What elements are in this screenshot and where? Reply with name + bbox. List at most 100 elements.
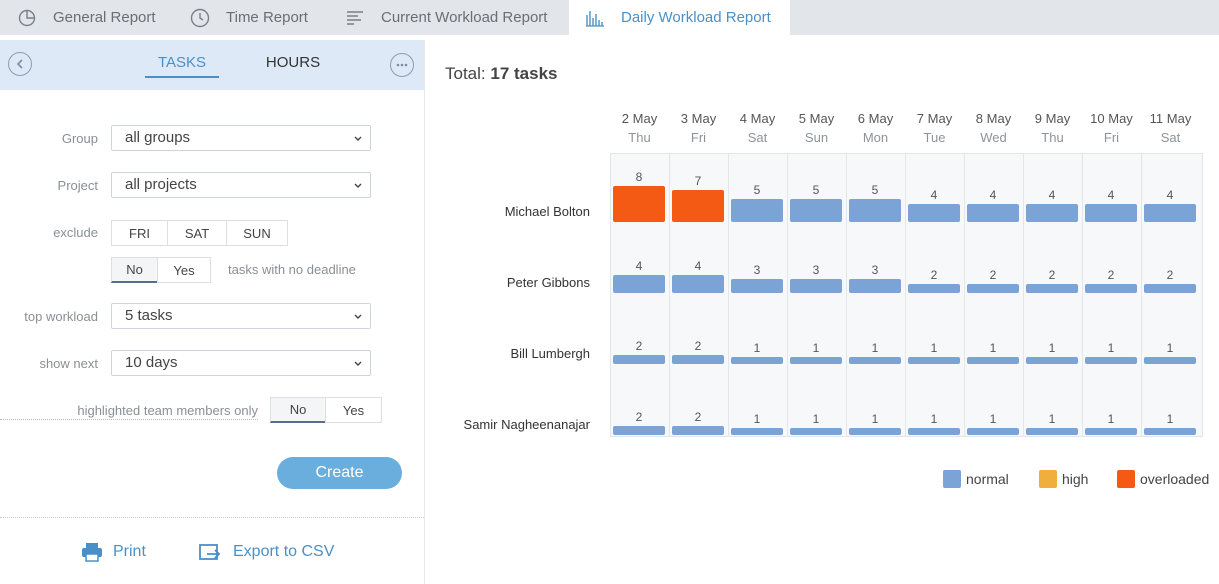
workload-bar[interactable] (790, 279, 842, 293)
workload-value: 1 (812, 412, 820, 426)
workload-bar[interactable] (731, 199, 783, 222)
legend-swatch (1039, 470, 1057, 488)
workload-bar[interactable] (1144, 284, 1196, 293)
workload-bar[interactable] (731, 279, 783, 293)
workload-bar[interactable] (1026, 204, 1078, 222)
tab-hours[interactable]: HOURS (265, 54, 321, 71)
ellipsis-icon (396, 63, 408, 67)
exclude-days-toggle: FRI SAT SUN (111, 220, 288, 246)
workload-value: 1 (930, 412, 938, 426)
workload-bar[interactable] (731, 428, 783, 435)
workload-bar[interactable] (1144, 357, 1196, 364)
workload-bar[interactable] (849, 357, 901, 364)
workload-bar[interactable] (1144, 428, 1196, 435)
workload-bar[interactable] (1085, 428, 1137, 435)
create-button[interactable]: Create (277, 457, 402, 489)
exclude-label: exclude (53, 225, 98, 240)
tab-general-report[interactable]: General Report (17, 0, 156, 35)
grid-column-line (1141, 153, 1142, 437)
highlighted-yes-button[interactable]: Yes (325, 397, 382, 423)
workload-bar[interactable] (790, 357, 842, 364)
clock-icon (190, 8, 210, 28)
exclude-sat-button[interactable]: SAT (167, 220, 227, 246)
grid-column-line (669, 153, 670, 437)
top-workload-select[interactable]: 5 tasks (111, 303, 371, 329)
workload-value: 1 (812, 341, 820, 355)
show-next-select[interactable]: 10 days (111, 350, 371, 376)
day-of-week: Sun (804, 130, 829, 145)
workload-bar[interactable] (849, 279, 901, 293)
workload-bar[interactable] (790, 428, 842, 435)
day-of-week: Fri (1103, 130, 1120, 145)
workload-bar[interactable] (613, 426, 665, 435)
deadline-yes-button[interactable]: Yes (157, 257, 211, 283)
workload-value: 4 (989, 188, 997, 202)
workload-bar[interactable] (672, 426, 724, 435)
tab-tasks[interactable]: TASKS (145, 54, 219, 78)
panel-divider (0, 517, 424, 518)
print-button[interactable]: Print (81, 542, 146, 562)
group-select-value: all groups (125, 129, 191, 146)
legend-label: overloaded (1140, 471, 1210, 487)
workload-value: 2 (1166, 268, 1174, 282)
collapse-panel-button[interactable] (8, 52, 32, 76)
workload-value: 1 (753, 341, 761, 355)
tab-daily-workload-report[interactable]: Daily Workload Report (569, 0, 790, 35)
workload-bar[interactable] (1085, 284, 1137, 293)
workload-bar[interactable] (613, 355, 665, 364)
workload-bar[interactable] (613, 186, 665, 222)
tab-current-workload-report[interactable]: Current Workload Report (345, 0, 547, 35)
workload-bar[interactable] (613, 275, 665, 293)
workload-bar[interactable] (849, 428, 901, 435)
workload-bar[interactable] (731, 357, 783, 364)
top-workload-label: top workload (24, 309, 98, 324)
workload-bar[interactable] (1026, 428, 1078, 435)
workload-value: 7 (694, 174, 702, 188)
exclude-fri-button[interactable]: FRI (111, 220, 168, 246)
project-select[interactable]: all projects (111, 172, 371, 198)
day-header: 4 May Sat (728, 109, 787, 147)
workload-bar[interactable] (908, 284, 960, 293)
workload-bar[interactable] (967, 357, 1019, 364)
day-date: 6 May (857, 111, 894, 126)
workload-value: 5 (812, 183, 820, 197)
day-of-week: Sat (747, 130, 768, 145)
tab-time-report[interactable]: Time Report (190, 0, 308, 35)
workload-bar[interactable] (672, 275, 724, 293)
workload-bar[interactable] (908, 204, 960, 222)
workload-bar[interactable] (967, 284, 1019, 293)
tab-label: Time Report (226, 9, 308, 26)
highlighted-no-button[interactable]: No (270, 397, 326, 423)
workload-bar[interactable] (1085, 357, 1137, 364)
workload-bar[interactable] (1026, 357, 1078, 364)
legend-swatch (943, 470, 961, 488)
day-header: 5 May Sun (787, 109, 846, 147)
workload-bar[interactable] (849, 199, 901, 222)
workload-bar[interactable] (790, 199, 842, 222)
export-csv-button[interactable]: Export to CSV (199, 542, 334, 562)
tab-label: General Report (53, 9, 156, 26)
workload-bar[interactable] (1144, 204, 1196, 222)
workload-bar[interactable] (908, 428, 960, 435)
printer-icon (81, 542, 103, 562)
total-label: Total: (445, 64, 486, 83)
workload-bar[interactable] (672, 190, 724, 222)
workload-bar[interactable] (1085, 204, 1137, 222)
workload-value: 1 (1107, 412, 1115, 426)
report-tabbar: General Report Time Report Current Workl… (0, 0, 1219, 35)
grid-column-line (787, 153, 788, 437)
workload-bar[interactable] (1026, 284, 1078, 293)
deadline-no-button[interactable]: No (111, 257, 158, 283)
workload-bar[interactable] (967, 428, 1019, 435)
workload-value: 3 (753, 263, 761, 277)
workload-value: 1 (1048, 341, 1056, 355)
day-header: 10 May Fri (1082, 109, 1141, 147)
more-options-button[interactable] (390, 53, 414, 77)
workload-bar[interactable] (908, 357, 960, 364)
group-select[interactable]: all groups (111, 125, 371, 151)
exclude-sun-button[interactable]: SUN (226, 220, 288, 246)
workload-bar[interactable] (967, 204, 1019, 222)
workload-bar[interactable] (672, 355, 724, 364)
day-header: 11 May Sat (1141, 109, 1200, 147)
grid-column-line (905, 153, 906, 437)
